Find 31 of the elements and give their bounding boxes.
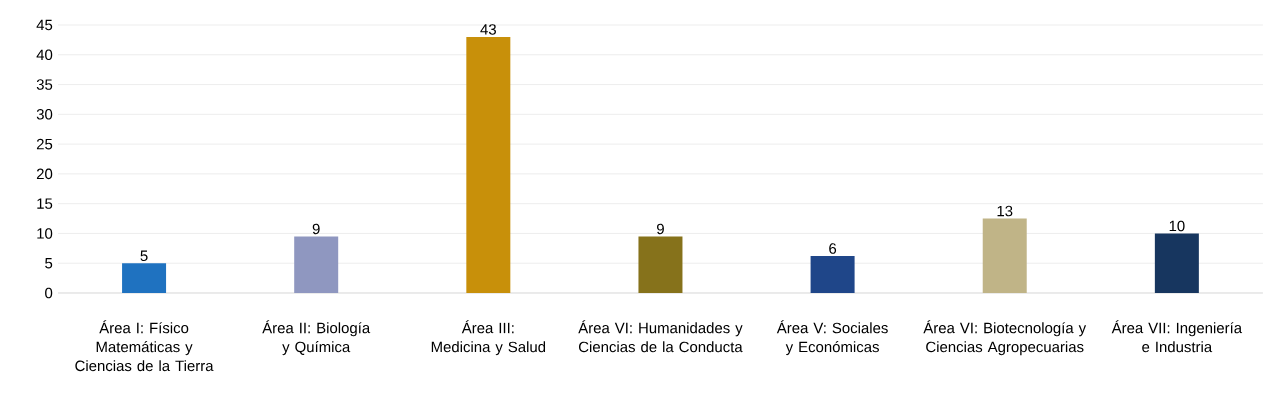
data-label: 13 [997,205,1013,217]
data-label: 9 [312,223,320,235]
y-tick-label: 0 [45,287,53,299]
bar [982,218,1027,293]
data-label: 10 [1169,220,1185,232]
x-tick-label: Área III: Medicina y Salud [431,320,546,356]
x-tick-label: Área VII: Ingeniería e Industria [1111,320,1243,353]
bar [810,256,855,293]
y-tick-label: 30 [36,109,53,120]
y-tick-label: 20 [36,168,53,180]
x-tick-label: Área II: Biología y Química [262,320,371,356]
bar [466,36,511,293]
bar [638,236,683,293]
y-tick-label: 45 [36,19,53,31]
x-tick-label: Área VI: Humanidades y Ciencias de la Conducta [578,320,743,353]
bar [122,263,167,293]
y-tick-label: 10 [37,228,53,239]
y-tick-label: 40 [36,49,53,61]
x-tick-label: Área VI: Biotecnología y Ciencias Agropecuarias [923,320,1087,356]
y-tick-label: 15 [37,198,53,209]
data-label: 43 [480,24,496,35]
bar [294,236,339,293]
data-label: 6 [829,243,837,254]
x-tick-label: Área V: Sociales y Económicas [776,320,888,356]
y-tick-label: 35 [36,79,53,90]
data-label: 5 [140,250,148,262]
bar [1154,233,1199,293]
x-tick-label: Área I: Físico Matemáticas y Ciencias de la Tierra [75,320,214,372]
y-tick-label: 25 [36,138,53,150]
y-tick-label: 5 [45,258,53,269]
data-label: 9 [657,223,664,235]
